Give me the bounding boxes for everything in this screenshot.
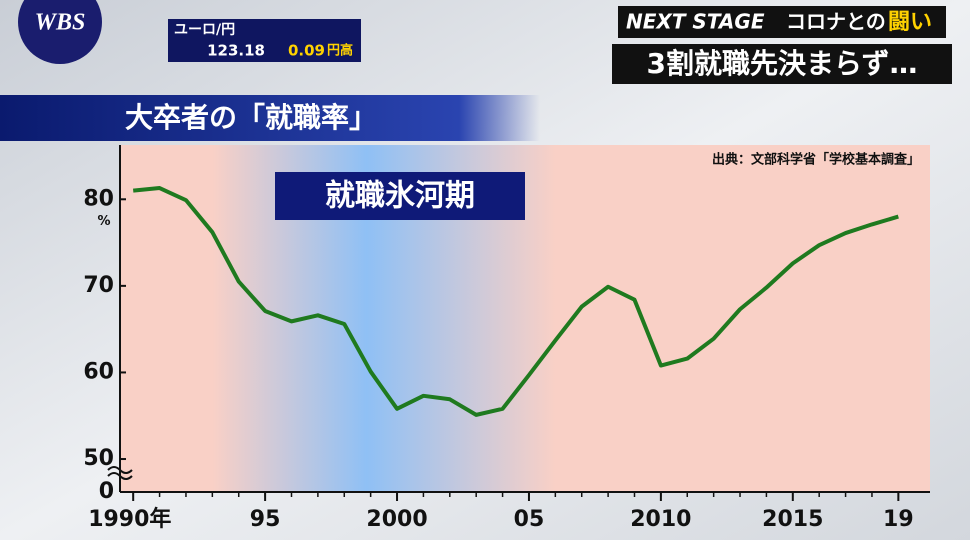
y-tick-label: 0: [99, 479, 114, 504]
annotation: 就職氷河期: [325, 179, 475, 214]
x-tick-label: 05: [514, 507, 545, 532]
title-band: [0, 95, 540, 141]
annotation-box: [275, 172, 525, 220]
x-tick-label: 2010: [630, 507, 691, 532]
ticker-pair: ユーロ/円: [174, 22, 235, 38]
chart-title: 大卒者の「就職率」: [125, 101, 377, 134]
y-tick-label: 60: [83, 359, 114, 384]
logo: WBS: [35, 10, 86, 36]
x-tick-label: 95: [250, 507, 281, 532]
series-box: [618, 6, 946, 38]
x-tick-label: 2000: [366, 507, 427, 532]
line: [132, 186, 899, 417]
y-tick-label: 70: [83, 273, 114, 298]
ticker-box: [168, 19, 361, 62]
topic-prefix: コロナとの: [786, 10, 886, 34]
series-name: NEXT STAGE: [626, 10, 765, 34]
y-tick-label: 80: [83, 186, 114, 211]
x-tick-label: 2015: [762, 507, 823, 532]
x-tick-label: 19: [883, 507, 914, 532]
x-tick-label: 1990年: [88, 506, 171, 532]
ticker-change: 0.09: [288, 42, 325, 60]
y-unit: %: [97, 214, 110, 229]
axis-break: [107, 466, 133, 480]
headline-box: [612, 44, 952, 84]
logo-disc: [18, 0, 102, 64]
topic-emphasis: 闘い: [888, 10, 932, 35]
plot: 就職氷河期 0 50 60 70 80% 1990年 95 2000 05 2010 2015 19: [83, 145, 930, 532]
y-tick-label: 50: [83, 446, 114, 471]
headline: 3割就職先決まらず…: [647, 47, 918, 80]
source: 出典：文部科学省「学校基本調査」: [712, 152, 920, 168]
ticker-direction: 円高: [327, 43, 353, 59]
ticker-rate: 123.18: [207, 42, 265, 60]
